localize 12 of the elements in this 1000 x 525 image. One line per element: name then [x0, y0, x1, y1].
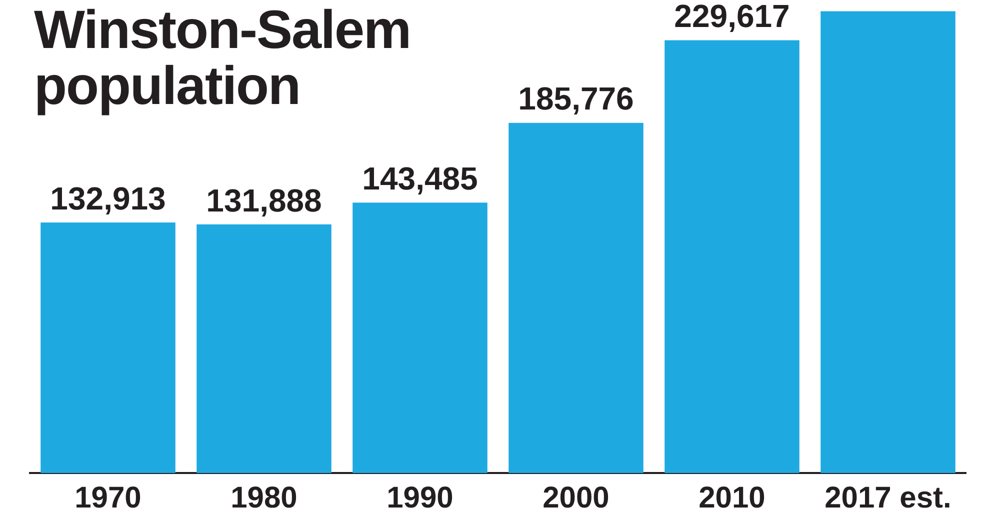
data-label: 143,485 [362, 160, 478, 196]
data-label: 229,617 [674, 0, 790, 34]
data-label: 132,913 [50, 180, 166, 216]
x-tick-label: 2017 est. [824, 481, 952, 514]
x-tick-label: 2010 [698, 481, 766, 514]
x-tick-label: 1980 [230, 481, 298, 514]
x-tick-label: 2000 [542, 481, 610, 514]
x-tick-label: 1970 [74, 481, 142, 514]
data-label: 185,776 [518, 80, 634, 117]
x-tick-label: 1990 [386, 481, 454, 514]
data-label: 131,888 [206, 182, 322, 218]
chart-title: Winston-Salem population [34, 0, 412, 116]
